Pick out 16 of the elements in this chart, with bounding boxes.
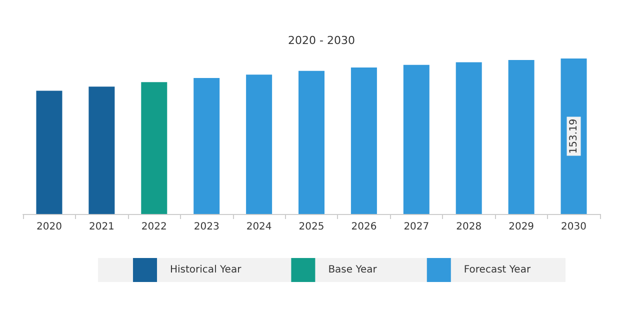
x-tick-label: 2026: [351, 222, 377, 232]
chart-title: 2020 - 2030: [288, 34, 355, 47]
legend-label: Historical Year: [170, 264, 242, 276]
x-tick-label: 2030: [561, 222, 586, 232]
x-tick-label: 2025: [298, 222, 324, 232]
x-tick-label: 2024: [246, 222, 272, 232]
x-tick-label: 2028: [456, 222, 482, 232]
legend-label: Forecast Year: [464, 264, 532, 276]
x-tick-label: 2023: [194, 222, 220, 232]
x-tick-label: 2020: [36, 222, 62, 232]
x-tick-label: 2029: [508, 222, 534, 232]
legend-label: Base Year: [328, 264, 378, 276]
x-tick-label: 2021: [88, 222, 114, 232]
data-label: 153.19: [568, 118, 580, 154]
x-tick-label: 2027: [404, 222, 430, 232]
x-tick-label: 2022: [141, 222, 167, 232]
